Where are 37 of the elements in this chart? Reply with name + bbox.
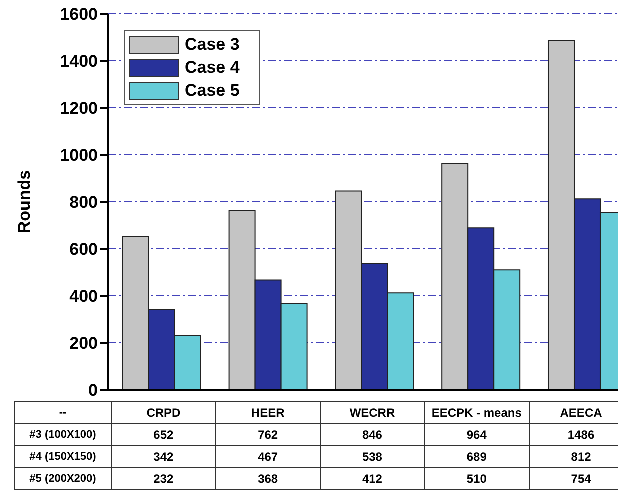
y-tick-label: 600 <box>70 240 98 260</box>
data-label: 689 <box>424 446 530 468</box>
y-tick-label: 0 <box>88 381 98 400</box>
data-label: 510 <box>424 468 530 490</box>
data-label: 846 <box>320 424 425 446</box>
legend-label: Case 5 <box>185 80 240 100</box>
x-tick-label: EECPK - means <box>424 402 530 424</box>
y-axis-title: Rounds <box>15 170 34 234</box>
data-label: 368 <box>216 468 320 490</box>
legend-label: Case 3 <box>185 34 240 54</box>
x-tick-label: WECRR <box>320 402 425 424</box>
data-label: 467 <box>216 446 320 468</box>
data-label: 1486 <box>529 424 618 446</box>
data-label: 812 <box>529 446 618 468</box>
data-label: 964 <box>424 424 530 446</box>
text: #3 (100X100) <box>14 424 112 446</box>
legend-label: Case 4 <box>185 58 240 78</box>
text: #5 (200X200) <box>14 468 112 490</box>
data-label: 342 <box>112 446 216 468</box>
data-label: 538 <box>320 446 425 468</box>
y-tick-label: 400 <box>70 287 98 306</box>
y-tick-label: 1600 <box>60 5 98 24</box>
data-label: 412 <box>320 468 425 490</box>
y-tick-label: 1200 <box>60 99 98 118</box>
text: #4 (150X150) <box>14 446 112 468</box>
x-tick-label: CRPD <box>112 402 216 424</box>
x-tick-label: HEER <box>216 402 320 424</box>
y-tick-label: 1400 <box>60 52 98 72</box>
y-tick-label: 800 <box>70 193 98 212</box>
data-label: 754 <box>529 468 618 490</box>
text: -- <box>14 402 112 424</box>
data-label: 762 <box>216 424 320 446</box>
data-label: 652 <box>112 424 216 446</box>
data-label: 232 <box>112 468 216 490</box>
y-tick-label: 1000 <box>60 146 98 166</box>
y-tick-label: 200 <box>70 334 98 354</box>
x-tick-label: AEECA <box>529 402 618 424</box>
